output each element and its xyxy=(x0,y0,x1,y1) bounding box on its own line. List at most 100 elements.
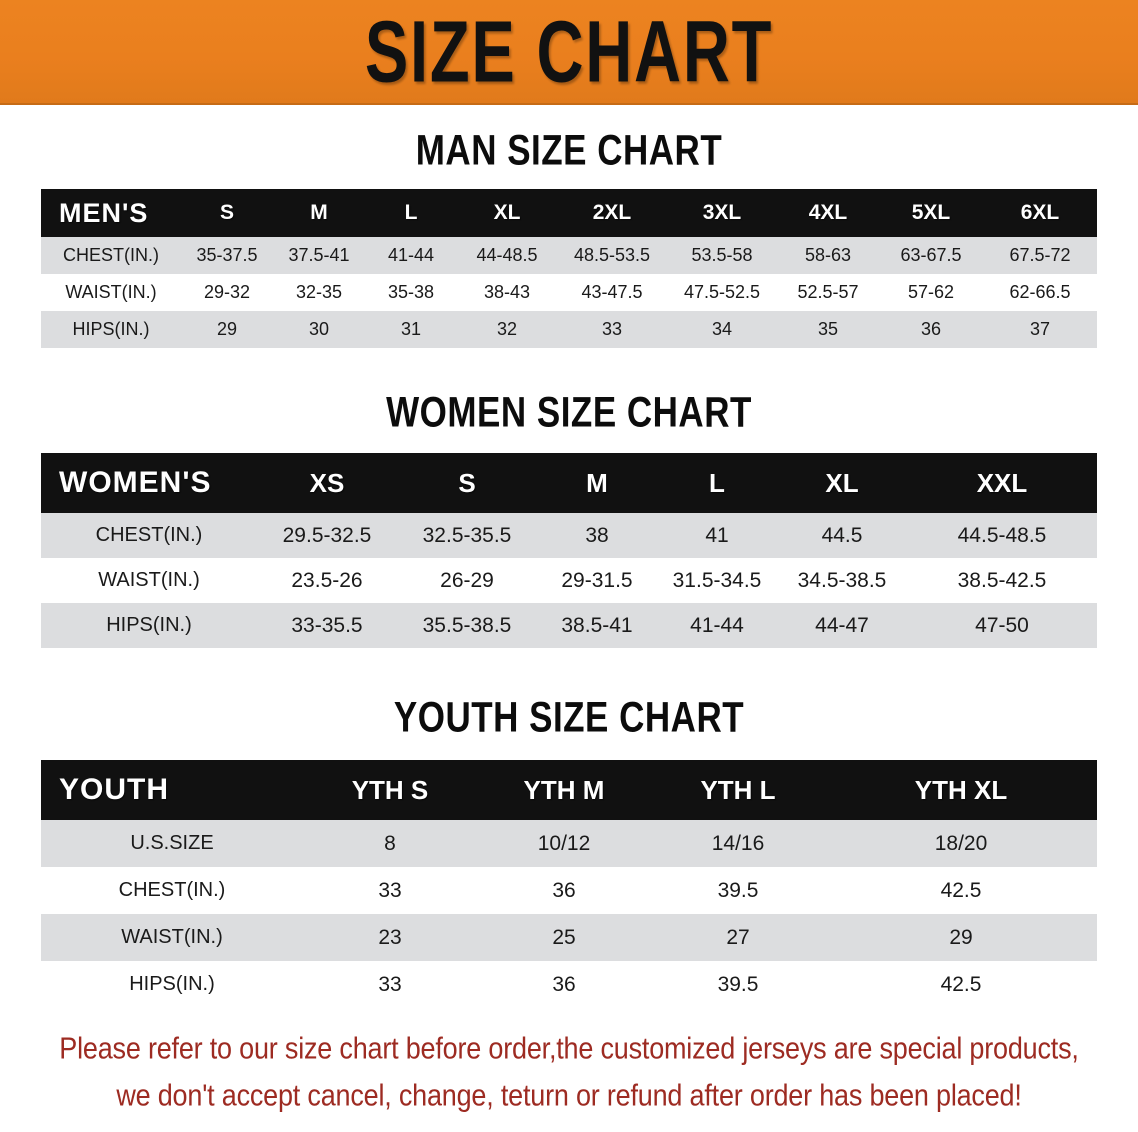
youth-row-label-us-size: U.S.SIZE xyxy=(41,820,303,867)
man-size-col-xl: XL xyxy=(457,189,557,237)
man-hips-5xl: 36 xyxy=(879,311,983,348)
youth-us-size-s: 8 xyxy=(303,820,477,867)
youth-row-label-chest: CHEST(IN.) xyxy=(41,867,303,914)
youth-section-title: YOUTH SIZE CHART xyxy=(393,693,745,742)
youth-size-table: YOUTH YTH S YTH M YTH L YTH XL U.S.SIZE … xyxy=(41,760,1097,1008)
man-row-label-waist: WAIST(IN.) xyxy=(41,274,181,311)
man-waist-m: 32-35 xyxy=(273,274,365,311)
women-chest-xl: 44.5 xyxy=(777,513,907,558)
man-size-col-2xl: 2XL xyxy=(557,189,667,237)
women-corner-label: WOMEN'S xyxy=(41,453,257,513)
man-chest-5xl: 63-67.5 xyxy=(879,237,983,274)
man-hips-l: 31 xyxy=(365,311,457,348)
women-section-title: WOMEN SIZE CHART xyxy=(386,388,752,437)
women-chest-s: 32.5-35.5 xyxy=(397,513,537,558)
women-hips-m: 38.5-41 xyxy=(537,603,657,648)
man-chest-2xl: 48.5-53.5 xyxy=(557,237,667,274)
man-waist-6xl: 62-66.5 xyxy=(983,274,1097,311)
man-waist-4xl: 52.5-57 xyxy=(777,274,879,311)
youth-row-label-hips: HIPS(IN.) xyxy=(41,961,303,1008)
man-chest-4xl: 58-63 xyxy=(777,237,879,274)
man-hips-2xl: 33 xyxy=(557,311,667,348)
man-waist-3xl: 47.5-52.5 xyxy=(667,274,777,311)
man-size-col-3xl: 3XL xyxy=(667,189,777,237)
man-size-col-5xl: 5XL xyxy=(879,189,983,237)
man-size-col-m: M xyxy=(273,189,365,237)
women-chest-xs: 29.5-32.5 xyxy=(257,513,397,558)
youth-us-size-xl: 18/20 xyxy=(825,820,1097,867)
order-policy-note: Please refer to our size chart before or… xyxy=(39,1026,1099,1120)
table-row: WAIST(IN.) 23.5-26 26-29 29-31.5 31.5-34… xyxy=(41,558,1097,603)
women-size-col-s: S xyxy=(397,453,537,513)
table-row: HIPS(IN.) 33 36 39.5 42.5 xyxy=(41,961,1097,1008)
women-row-label-hips: HIPS(IN.) xyxy=(41,603,257,648)
youth-size-col-l: YTH L xyxy=(651,760,825,820)
women-size-col-xs: XS xyxy=(257,453,397,513)
youth-waist-xl: 29 xyxy=(825,914,1097,961)
women-hips-xxl: 47-50 xyxy=(907,603,1097,648)
youth-hips-m: 36 xyxy=(477,961,651,1008)
man-size-col-s: S xyxy=(181,189,273,237)
women-hips-s: 35.5-38.5 xyxy=(397,603,537,648)
women-size-col-l: L xyxy=(657,453,777,513)
page-header-banner: SIZE CHART xyxy=(0,0,1138,105)
man-chest-m: 37.5-41 xyxy=(273,237,365,274)
man-chest-3xl: 53.5-58 xyxy=(667,237,777,274)
youth-us-size-m: 10/12 xyxy=(477,820,651,867)
women-waist-xxl: 38.5-42.5 xyxy=(907,558,1097,603)
man-hips-m: 30 xyxy=(273,311,365,348)
youth-hips-xl: 42.5 xyxy=(825,961,1097,1008)
man-chest-6xl: 67.5-72 xyxy=(983,237,1097,274)
man-chest-xl: 44-48.5 xyxy=(457,237,557,274)
women-size-table: WOMEN'S XS S M L XL XXL CHEST(IN.) 29.5-… xyxy=(41,453,1097,648)
youth-waist-l: 27 xyxy=(651,914,825,961)
man-size-col-l: L xyxy=(365,189,457,237)
women-waist-s: 26-29 xyxy=(397,558,537,603)
youth-chest-m: 36 xyxy=(477,867,651,914)
table-row: WAIST(IN.) 29-32 32-35 35-38 38-43 43-47… xyxy=(41,274,1097,311)
women-hips-xs: 33-35.5 xyxy=(257,603,397,648)
women-waist-xs: 23.5-26 xyxy=(257,558,397,603)
women-waist-xl: 34.5-38.5 xyxy=(777,558,907,603)
man-size-col-6xl: 6XL xyxy=(983,189,1097,237)
youth-chest-l: 39.5 xyxy=(651,867,825,914)
man-chest-s: 35-37.5 xyxy=(181,237,273,274)
man-waist-s: 29-32 xyxy=(181,274,273,311)
youth-table-header-row: YOUTH YTH S YTH M YTH L YTH XL xyxy=(41,760,1097,820)
youth-chest-xl: 42.5 xyxy=(825,867,1097,914)
order-policy-note-line-2: we don't accept cancel, change, teturn o… xyxy=(116,1078,1022,1113)
women-row-label-chest: CHEST(IN.) xyxy=(41,513,257,558)
man-size-table: MEN'S S M L XL 2XL 3XL 4XL 5XL 6XL CHEST… xyxy=(41,189,1097,348)
table-row: CHEST(IN.) 35-37.5 37.5-41 41-44 44-48.5… xyxy=(41,237,1097,274)
man-size-col-4xl: 4XL xyxy=(777,189,879,237)
youth-row-label-waist: WAIST(IN.) xyxy=(41,914,303,961)
women-chest-xxl: 44.5-48.5 xyxy=(907,513,1097,558)
women-size-col-xl: XL xyxy=(777,453,907,513)
youth-hips-l: 39.5 xyxy=(651,961,825,1008)
page-title: SIZE CHART xyxy=(364,1,774,100)
women-chest-l: 41 xyxy=(657,513,777,558)
women-size-col-m: M xyxy=(537,453,657,513)
order-policy-note-line-1: Please refer to our size chart before or… xyxy=(59,1031,1079,1066)
women-table-header-row: WOMEN'S XS S M L XL XXL xyxy=(41,453,1097,513)
youth-us-size-l: 14/16 xyxy=(651,820,825,867)
women-waist-l: 31.5-34.5 xyxy=(657,558,777,603)
women-size-col-xxl: XXL xyxy=(907,453,1097,513)
man-waist-2xl: 43-47.5 xyxy=(557,274,667,311)
man-hips-4xl: 35 xyxy=(777,311,879,348)
youth-corner-label: YOUTH xyxy=(41,760,303,820)
man-section-title: MAN SIZE CHART xyxy=(415,126,723,175)
table-row: U.S.SIZE 8 10/12 14/16 18/20 xyxy=(41,820,1097,867)
man-row-label-chest: CHEST(IN.) xyxy=(41,237,181,274)
table-row: CHEST(IN.) 33 36 39.5 42.5 xyxy=(41,867,1097,914)
table-row: HIPS(IN.) 33-35.5 35.5-38.5 38.5-41 41-4… xyxy=(41,603,1097,648)
youth-hips-s: 33 xyxy=(303,961,477,1008)
youth-size-col-m: YTH M xyxy=(477,760,651,820)
man-corner-label: MEN'S xyxy=(41,189,181,237)
man-table-header-row: MEN'S S M L XL 2XL 3XL 4XL 5XL 6XL xyxy=(41,189,1097,237)
man-row-label-hips: HIPS(IN.) xyxy=(41,311,181,348)
man-chest-l: 41-44 xyxy=(365,237,457,274)
man-hips-s: 29 xyxy=(181,311,273,348)
youth-size-col-s: YTH S xyxy=(303,760,477,820)
youth-waist-s: 23 xyxy=(303,914,477,961)
